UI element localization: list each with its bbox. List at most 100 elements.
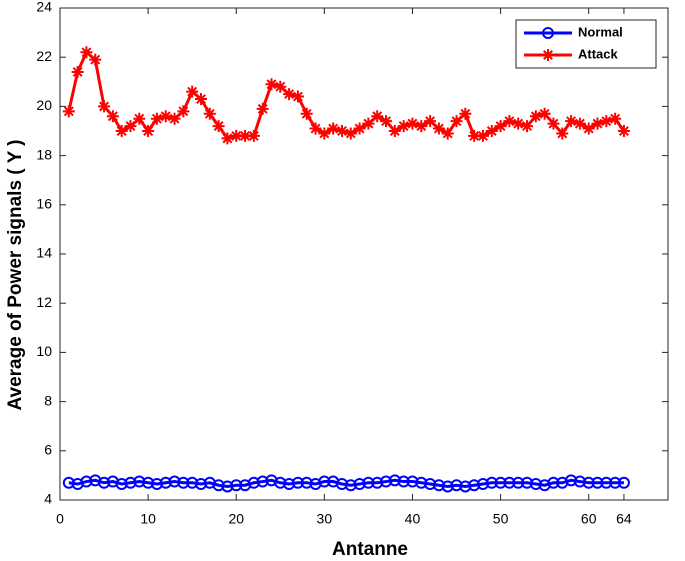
marker bbox=[177, 476, 190, 489]
marker bbox=[62, 105, 75, 118]
marker bbox=[521, 476, 534, 489]
marker bbox=[542, 27, 554, 39]
y-tick-label: 8 bbox=[44, 392, 52, 408]
marker bbox=[344, 479, 357, 492]
marker bbox=[547, 476, 560, 489]
marker bbox=[600, 476, 613, 489]
marker bbox=[542, 49, 554, 61]
marker bbox=[177, 105, 190, 118]
marker bbox=[62, 476, 75, 489]
y-tick-label: 16 bbox=[36, 196, 52, 212]
marker bbox=[573, 475, 586, 488]
marker bbox=[476, 478, 489, 491]
marker bbox=[512, 117, 525, 130]
marker bbox=[459, 107, 472, 120]
marker bbox=[150, 112, 163, 125]
marker bbox=[98, 100, 111, 113]
marker bbox=[441, 480, 454, 493]
x-tick-label: 64 bbox=[616, 511, 632, 527]
x-tick-label: 40 bbox=[405, 511, 421, 527]
marker bbox=[212, 120, 225, 133]
marker bbox=[609, 476, 622, 489]
marker bbox=[459, 480, 472, 493]
marker bbox=[388, 474, 401, 487]
marker bbox=[283, 88, 296, 101]
marker bbox=[106, 110, 119, 123]
marker bbox=[380, 475, 393, 488]
marker bbox=[265, 78, 278, 91]
marker bbox=[362, 476, 375, 489]
marker bbox=[133, 112, 146, 125]
marker bbox=[573, 117, 586, 130]
x-tick-label: 20 bbox=[228, 511, 244, 527]
marker bbox=[115, 478, 128, 491]
marker bbox=[591, 117, 604, 130]
marker bbox=[406, 117, 419, 130]
marker bbox=[503, 476, 516, 489]
marker bbox=[159, 476, 172, 489]
marker bbox=[168, 112, 181, 125]
marker bbox=[556, 127, 569, 140]
marker bbox=[168, 475, 181, 488]
marker bbox=[371, 110, 384, 123]
marker bbox=[212, 479, 225, 492]
marker bbox=[89, 53, 102, 66]
series-line bbox=[67, 49, 626, 141]
marker bbox=[371, 476, 384, 489]
marker bbox=[617, 476, 630, 489]
marker bbox=[115, 125, 128, 137]
marker bbox=[397, 475, 410, 488]
marker bbox=[441, 127, 454, 140]
marker bbox=[388, 125, 401, 137]
marker bbox=[318, 475, 331, 488]
marker bbox=[335, 478, 348, 491]
marker bbox=[424, 115, 437, 128]
marker bbox=[468, 129, 481, 142]
marker bbox=[450, 115, 463, 128]
marker bbox=[142, 125, 155, 137]
y-tick-label: 14 bbox=[36, 245, 52, 261]
marker bbox=[291, 90, 304, 103]
marker bbox=[80, 475, 93, 488]
x-tick-label: 10 bbox=[140, 511, 156, 527]
y-tick-label: 20 bbox=[36, 97, 52, 113]
marker bbox=[327, 122, 340, 135]
marker bbox=[318, 127, 331, 140]
marker bbox=[150, 478, 163, 491]
marker bbox=[582, 476, 595, 489]
marker bbox=[406, 475, 419, 488]
marker bbox=[362, 117, 375, 130]
legend-box bbox=[515, 19, 657, 69]
marker bbox=[133, 475, 146, 488]
marker bbox=[547, 117, 560, 130]
x-tick-label: 0 bbox=[56, 511, 64, 527]
marker bbox=[194, 478, 207, 491]
y-tick-label: 22 bbox=[36, 48, 52, 64]
marker bbox=[529, 478, 542, 491]
marker bbox=[468, 479, 481, 492]
marker bbox=[221, 132, 234, 145]
y-tick-label: 6 bbox=[44, 442, 52, 458]
marker bbox=[239, 129, 252, 142]
marker bbox=[485, 476, 498, 489]
marker bbox=[380, 115, 393, 128]
marker bbox=[353, 478, 366, 491]
x-tick-label: 30 bbox=[317, 511, 333, 527]
marker bbox=[283, 478, 296, 491]
marker bbox=[512, 476, 525, 489]
marker bbox=[124, 476, 137, 489]
marker bbox=[565, 115, 578, 128]
marker bbox=[309, 122, 322, 135]
marker bbox=[476, 129, 489, 142]
marker bbox=[617, 125, 630, 137]
marker bbox=[591, 476, 604, 489]
marker bbox=[582, 122, 595, 135]
x-axis-label: Antanne bbox=[332, 539, 408, 560]
marker bbox=[186, 85, 199, 98]
marker bbox=[609, 112, 622, 125]
marker bbox=[300, 107, 313, 120]
marker bbox=[203, 107, 216, 120]
marker bbox=[159, 110, 172, 123]
marker bbox=[494, 120, 507, 133]
